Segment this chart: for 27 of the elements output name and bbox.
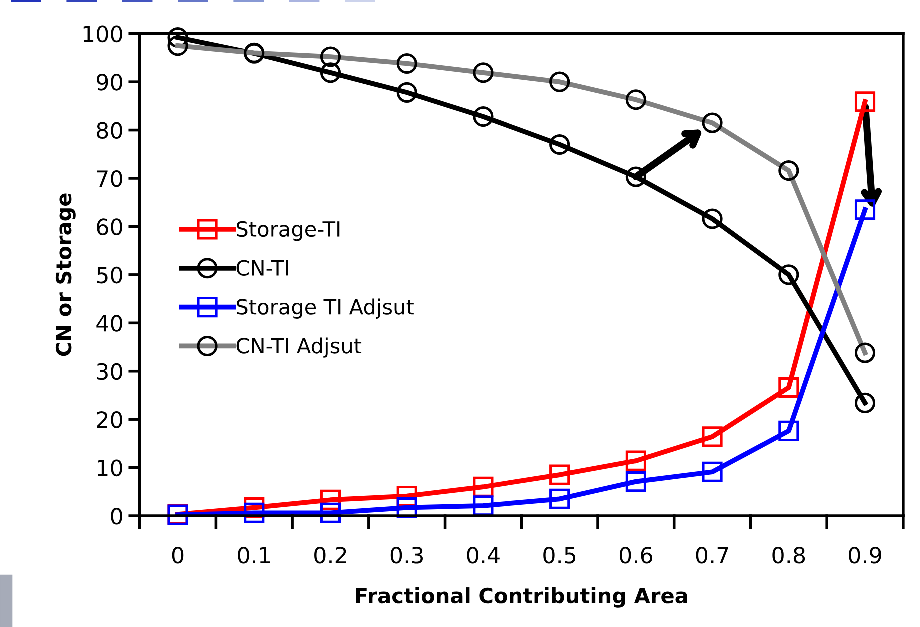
y-tick-label: 50 [97,266,122,284]
y-tick-label: 10 [98,460,122,477]
legend-label: Storage TI Adjsut [237,298,414,319]
x-tick-label: 0.8 [772,546,806,564]
y-tick-label: 60 [97,218,122,236]
y-tick-label: 80 [97,122,122,140]
legend-label: CN-TI [236,260,288,276]
legend-label: Storage-TI [237,221,340,242]
x-tick-label: 0.1 [238,546,270,564]
x-axis-title: Fractional Contributing Area [356,588,688,608]
legend-label: CN-TI Adjsut [236,338,362,358]
x-tick-label: 0.9 [849,546,882,564]
y-tick-label: 100 [84,26,122,43]
x-tick-label: 0.5 [544,546,576,564]
x-tick-label: 0 [172,546,184,564]
x-tick-label: 0.3 [390,546,423,564]
x-tick-label: 0.6 [620,546,652,564]
y-tick-label: 0 [111,508,122,525]
y-tick-label: 20 [97,412,122,428]
x-tick-label: 0.2 [314,546,346,564]
y-tick-label: 30 [97,363,122,380]
y-tick-label: 40 [96,315,122,332]
y-tick-label: 90 [96,74,122,91]
x-tick-label: 0.7 [696,546,728,564]
x-tick-label: 0.4 [467,546,500,564]
y-tick-label: 70 [97,170,122,188]
y-axis-title: CN or Storage [56,194,76,356]
